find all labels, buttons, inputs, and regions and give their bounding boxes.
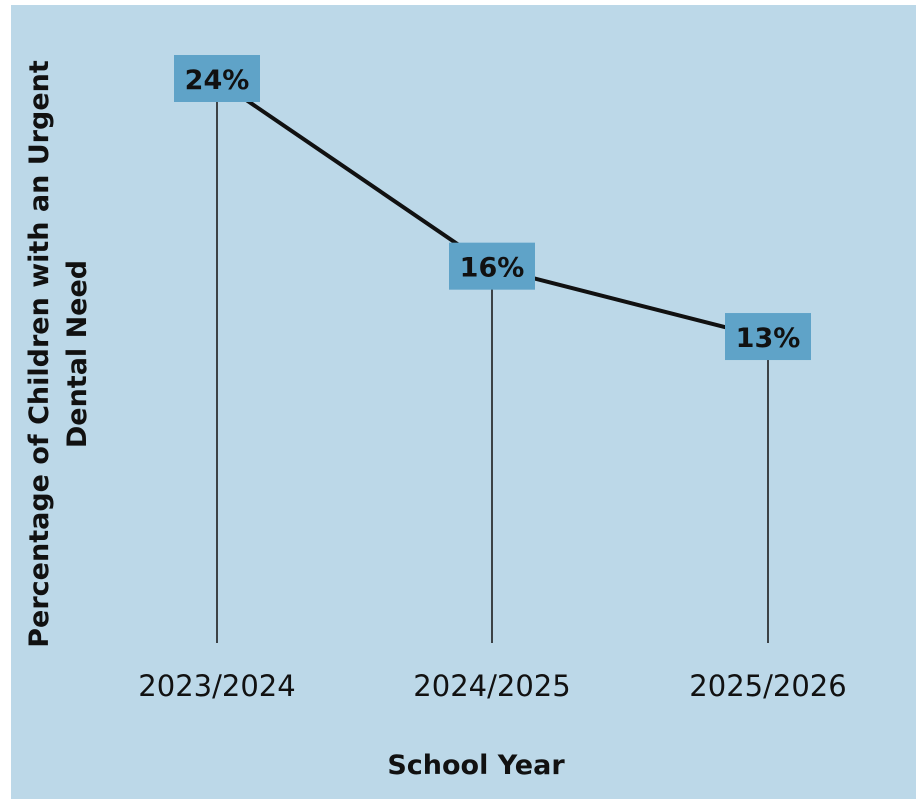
data-label-box-0 (174, 55, 260, 102)
data-label-2: 13% (725, 313, 811, 361)
y-axis-title-line-2: Dental Need (62, 260, 93, 448)
x-tick-labels: 2023/2024 2024/2025 2025/2026 (138, 669, 846, 703)
chart-area (11, 5, 916, 799)
data-label-text-2: 13% (736, 323, 801, 354)
x-tick-label-1: 2024/2025 (413, 669, 570, 703)
data-label-0: 24% (174, 55, 260, 102)
data-label-1: 16% (449, 242, 535, 290)
data-label-box-2 (725, 313, 811, 361)
y-axis-title-line-1: Percentage of Children with an Urgent (24, 60, 55, 648)
data-label-text-1: 16% (460, 253, 525, 284)
y-axis-title: Percentage of Children with an Urgent De… (24, 60, 93, 648)
drop-lines (216, 80, 769, 643)
x-tick-label-2: 2025/2026 (689, 669, 846, 703)
x-tick-label-0: 2023/2024 (138, 669, 295, 703)
x-axis-title: School Year (387, 750, 565, 781)
data-labels: 24% 16% 13% (174, 55, 811, 361)
data-label-text-0: 24% (185, 65, 250, 96)
data-label-box-1 (449, 242, 535, 290)
